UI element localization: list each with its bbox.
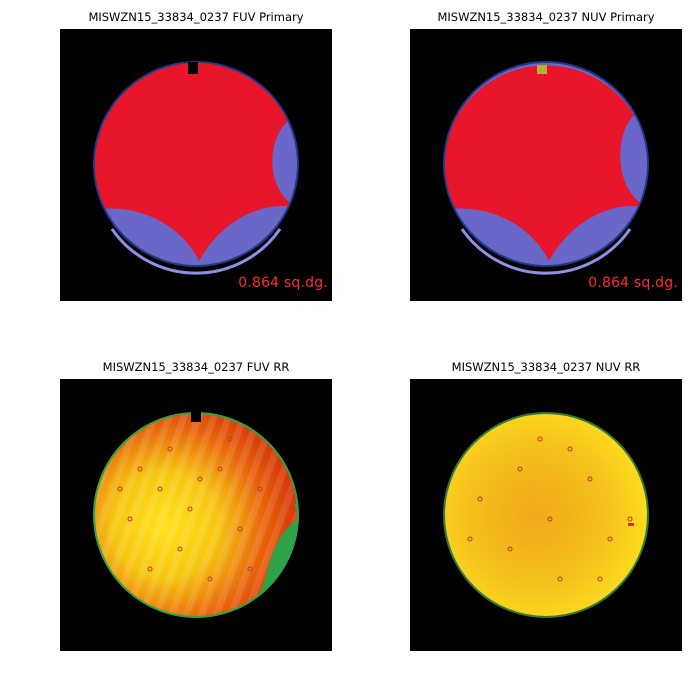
response-disk: [444, 413, 648, 617]
panel-title: MISWZN15_33834_0237 NUV Primary: [437, 10, 655, 24]
inner-rim: [110, 228, 282, 275]
area-label: 0.864 sq.dg.: [238, 275, 328, 291]
panel-title: MISWZN15_33834_0237 FUV RR: [102, 360, 290, 374]
area-label: 0.864 sq.dg.: [588, 275, 678, 291]
inner-rim: [460, 228, 632, 275]
disk-edge: [443, 412, 649, 618]
source-markers: [467, 436, 633, 582]
panel-title: MISWZN15_33834_0237 FUV Primary: [88, 10, 304, 24]
image-frame: 0.864 sq.dg.: [410, 29, 682, 301]
image-frame: [60, 379, 332, 651]
source-markers: [117, 436, 263, 582]
fuv-primary-coverage-map: [93, 61, 299, 275]
nuv-primary-coverage-map: [443, 61, 649, 275]
fuv-relative-response-map: [93, 411, 299, 618]
image-frame: [410, 379, 682, 651]
hot-pixel: [628, 523, 634, 526]
primary-coverage: [95, 63, 296, 261]
image-frame: 0.864 sq.dg.: [60, 29, 332, 301]
primary-coverage: [445, 65, 646, 261]
panel-title: MISWZN15_33834_0237 NUV RR: [451, 360, 641, 374]
notch-marker: [537, 65, 547, 74]
nuv-relative-response-map: [443, 412, 649, 618]
notch: [188, 62, 198, 74]
notch: [191, 411, 201, 422]
